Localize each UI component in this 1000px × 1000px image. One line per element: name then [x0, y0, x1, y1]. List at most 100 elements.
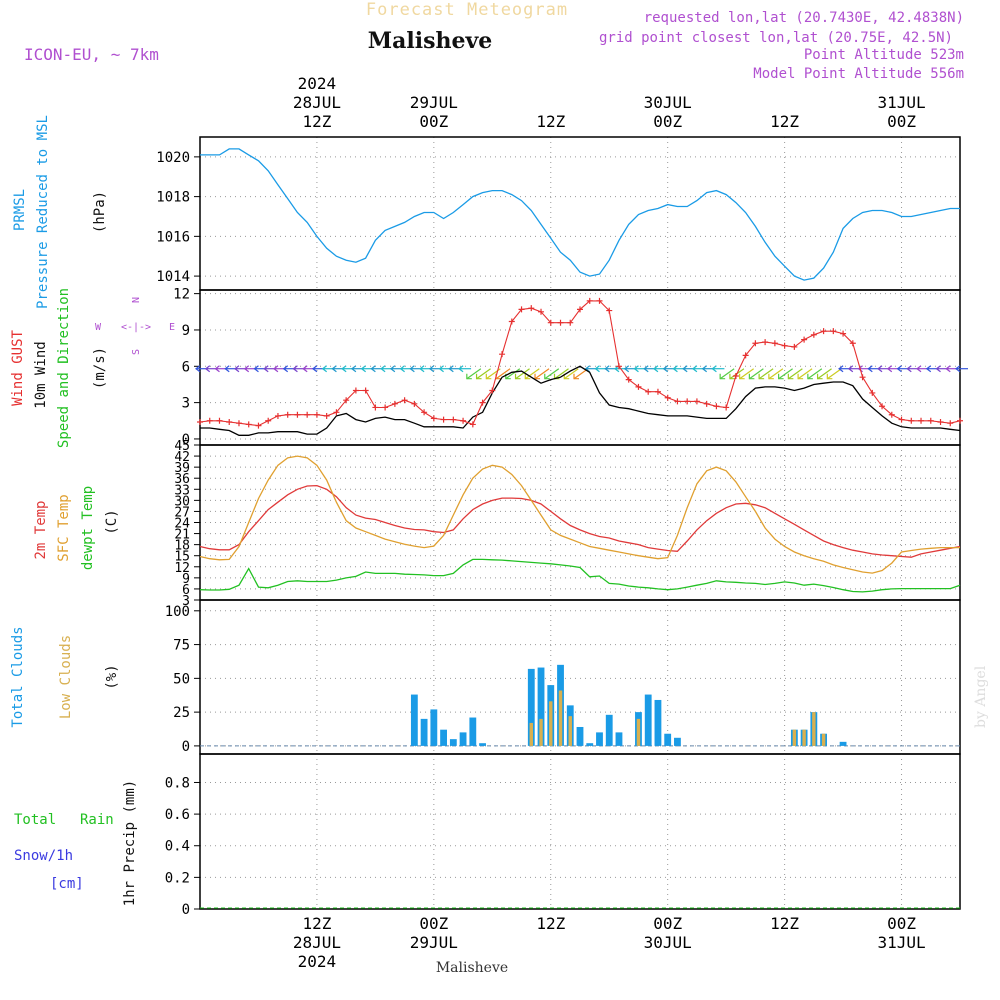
total-cloud-bar-16: [586, 743, 594, 746]
gust-mark-16: [352, 387, 359, 394]
wind-arrowhead-0: [195, 365, 201, 373]
wind-arrowhead-67: [847, 365, 854, 373]
direction-key-s: S: [131, 349, 142, 355]
wind-direction-key: N W <-|-> E S: [95, 297, 175, 355]
precip-ylabels: 1hr Precip (mm) Total Rain Snow/1h [cm]: [14, 780, 138, 906]
ytick-label-11: 36: [174, 472, 190, 487]
gust-mark-47: [654, 388, 661, 395]
low-cloud-bar-21: [636, 718, 641, 746]
gust-mark-25: [440, 416, 447, 423]
wind-arrowhead-26: [448, 365, 454, 373]
wind-arrow-34: [524, 368, 540, 380]
gust-mark-3: [226, 418, 233, 425]
temp-ylabel-2: SFC Temp: [56, 494, 72, 561]
gust-mark-40: [586, 297, 593, 304]
gust-mark-34: [528, 305, 535, 312]
wind-arrowhead-55: [729, 373, 735, 380]
precip-ylabel-1: 1hr Precip (mm): [122, 780, 138, 906]
wind-arrowhead-30: [485, 373, 492, 380]
wind-arrowhead-25: [438, 365, 444, 373]
model-label: ICON-EU, ~ 7km: [24, 45, 159, 64]
pressure-ylabel-3: (hPa): [92, 191, 108, 233]
low-cloud-bar-13: [558, 690, 563, 746]
gust-mark-38: [567, 319, 574, 326]
wind-arrowhead-57: [748, 373, 755, 380]
total-cloud-bar-2: [430, 709, 438, 746]
bottom-time-label-5-0: 00Z: [887, 914, 916, 933]
total-cloud-bar-11: [537, 667, 545, 746]
gust-mark-44: [625, 376, 632, 383]
ytick-label-3: 75: [173, 638, 190, 654]
wind-arrow-31: [495, 368, 511, 380]
gust-mark-49: [674, 398, 681, 405]
ytick-label-2: 6: [182, 359, 190, 375]
wind-arrowhead-6: [253, 365, 259, 373]
ytick-label-3: 0.6: [165, 807, 190, 823]
requested-coords: requested lon,lat (20.7430E, 42.4838N): [644, 10, 964, 26]
panel-frame: [199, 753, 961, 910]
ytick-label-13: 42: [174, 450, 190, 465]
total-cloud-bar-1: [420, 718, 428, 746]
wind-ylabels: Wind GUST 10m Wind Speed and Direction (…: [10, 288, 175, 448]
gust-mark-70: [879, 403, 886, 410]
ytick-label-4: 12: [173, 287, 190, 303]
ytick-label-1: 3: [182, 396, 190, 412]
gust-mark-62: [801, 336, 808, 343]
wind-arrow-58: [758, 368, 774, 380]
ytick-label-5: 18: [174, 539, 190, 554]
total-cloud-bar-36: [839, 741, 847, 746]
gust-mark-12: [313, 411, 320, 418]
gust-mark-72: [898, 416, 905, 423]
gust-mark-1: [206, 417, 213, 424]
wind-arrowhead-34: [524, 373, 531, 380]
top-time-label-1-1: 00Z: [419, 112, 448, 131]
wind-arrowhead-49: [672, 365, 678, 373]
wind-arrowhead-59: [768, 373, 774, 380]
temp-ylabel-3: dewpt Temp: [80, 486, 96, 570]
pressure-ylabel-1: PRMSL: [12, 189, 28, 231]
gust-mark-31: [499, 351, 506, 358]
wind-arrowhead-63: [807, 373, 813, 380]
wind-arrow-61: [788, 368, 803, 380]
temp-ylabel-4: (C): [104, 509, 120, 534]
gust-mark-4: [235, 420, 242, 427]
bottom-time-label-2-0: 12Z: [536, 914, 565, 933]
chart-panels: 1014101610181020036912369121518212427303…: [156, 136, 968, 918]
gust-mark-22: [411, 400, 418, 407]
total-cloud-bar-24: [664, 733, 672, 746]
ytick-label-0: 0: [182, 432, 190, 448]
ytick-label-4: 100: [165, 604, 190, 620]
wind-arrowhead-51: [691, 365, 698, 373]
total-cloud-bar-23: [654, 699, 662, 746]
wind-ylabel-1: Wind GUST: [10, 330, 26, 406]
wind-arrow-28: [466, 368, 482, 380]
ytick-label-9: 30: [174, 494, 190, 509]
gust-mark-67: [849, 340, 856, 347]
gust-mark-13: [323, 412, 330, 419]
gust-mark-30: [489, 387, 496, 394]
wind-arrowhead-71: [886, 365, 893, 373]
wind-arrowhead-5: [243, 365, 250, 373]
precip-rain-label: Rain: [80, 812, 114, 828]
wind-arrow-57: [749, 368, 764, 380]
wind-ylabel-4: (m/s): [92, 347, 108, 389]
gust-mark-61: [791, 343, 798, 350]
wind-arrow-60: [778, 368, 793, 380]
wind-arrowhead-72: [896, 365, 902, 373]
wind-arrow-36: [544, 368, 560, 380]
ytick-label-2: 0.4: [165, 839, 190, 855]
wind-arrowhead-9: [282, 365, 289, 373]
gust-mark-23: [421, 409, 428, 416]
wind-panel: 0 3 6 9 12: [173, 287, 968, 448]
gust-mark-45: [635, 383, 642, 390]
gust-mark-53: [713, 403, 720, 410]
wind-arrowhead-58: [758, 373, 765, 380]
ytick-label-3: 12: [174, 561, 190, 576]
wind-arrowhead-50: [682, 365, 688, 373]
bottom-time-label-0-0: 12Z: [302, 914, 331, 933]
gust-mark-63: [810, 331, 817, 338]
wind-arrowhead-75: [925, 365, 932, 373]
ytick-label-0: 3: [182, 594, 190, 609]
ytick-label-3: 1020: [156, 150, 190, 166]
gust-mark-76: [937, 418, 944, 425]
